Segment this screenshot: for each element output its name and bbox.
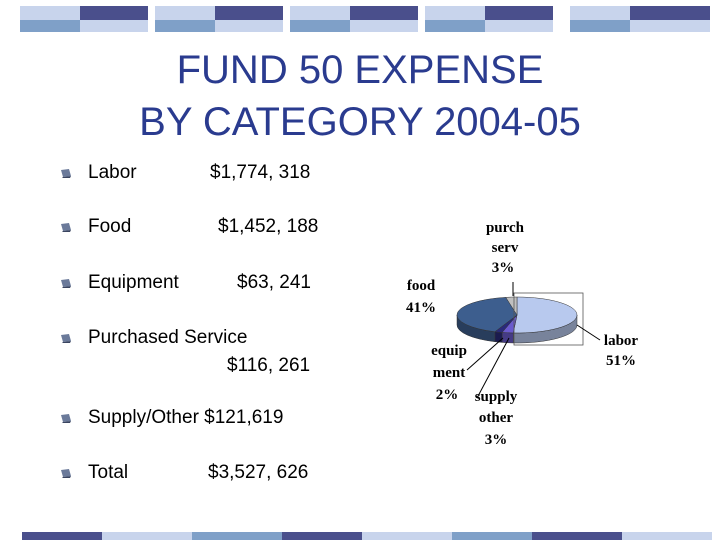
food-value: $1,452, 188 — [218, 216, 319, 237]
slice-labels: purch serv 3% food 41% labor 51% equip m… — [406, 220, 638, 448]
pie-side-equipment — [494, 331, 503, 343]
title-line-2: BY CATEGORY 2004-05 — [139, 100, 581, 144]
equipment-value: $63, 241 — [237, 272, 311, 293]
leader-line-labor — [576, 324, 601, 341]
pie-slice-food — [456, 297, 518, 332]
header-decoration — [20, 6, 710, 32]
expense-pie-chart: purch serv 3% food 41% labor 51% equip m… — [406, 220, 638, 448]
deco-block-1 — [20, 6, 148, 32]
bullet-icon — [61, 414, 71, 423]
bullet-icon — [61, 169, 71, 178]
bullet-icon — [61, 469, 71, 478]
pie-highlight-box — [513, 292, 584, 346]
labor-value: $1,774, 318 — [210, 162, 311, 183]
label-purch-3: 3% — [492, 260, 515, 276]
label-equip-2: ment — [433, 365, 466, 381]
labor-label: Labor — [88, 162, 137, 183]
total-value: $3,527, 626 — [208, 462, 309, 483]
label-supply-1: supply — [475, 389, 518, 405]
pie-slice-labor — [512, 296, 578, 334]
footer-bar-8 — [622, 532, 712, 540]
label-equip-1: equip — [431, 343, 467, 359]
footer-bar-5 — [362, 532, 452, 540]
bullet-icon — [61, 279, 71, 288]
footer-bar-3 — [192, 532, 282, 540]
label-food-1: food — [407, 278, 436, 294]
label-food-2: 41% — [406, 300, 436, 316]
deco-block-4 — [425, 6, 553, 32]
deco-block-5 — [570, 6, 710, 32]
supply-other-label: Supply/Other $121,619 — [88, 407, 284, 428]
footer-bar-4 — [282, 532, 362, 540]
purchased-service-value: $116, 261 — [227, 355, 311, 376]
label-labor-1: labor — [604, 333, 639, 349]
bullet-icon — [61, 334, 71, 343]
label-equip-3: 2% — [436, 387, 459, 403]
purchased-service-label: Purchased Service — [88, 327, 248, 348]
label-supply-3: 3% — [485, 432, 508, 448]
total-label: Total — [88, 462, 129, 483]
footer-bar-6 — [452, 532, 532, 540]
title-line-1: FUND 50 EXPENSE — [176, 48, 544, 92]
deco-block-2 — [155, 6, 283, 32]
label-supply-2: other — [479, 410, 513, 426]
label-labor-2: 51% — [606, 353, 636, 369]
leader-line-equip — [466, 337, 504, 371]
deco-block-3 — [290, 6, 418, 32]
slide-title: FUND 50 EXPENSE BY CATEGORY 2004-05 — [60, 44, 660, 148]
equipment-label: Equipment — [88, 272, 179, 293]
footer-bar-7 — [532, 532, 622, 540]
food-label: Food — [88, 216, 132, 237]
footer-bar-2 — [102, 532, 192, 540]
footer-decoration — [22, 532, 712, 540]
footer-bar-1 — [22, 532, 102, 540]
label-purch-1: purch — [486, 220, 525, 236]
leader-line-supply — [476, 337, 510, 399]
bullet-icon — [61, 223, 71, 232]
leader-lines — [466, 282, 601, 399]
label-purch-2: serv — [492, 240, 519, 256]
pie-slices — [456, 292, 584, 346]
